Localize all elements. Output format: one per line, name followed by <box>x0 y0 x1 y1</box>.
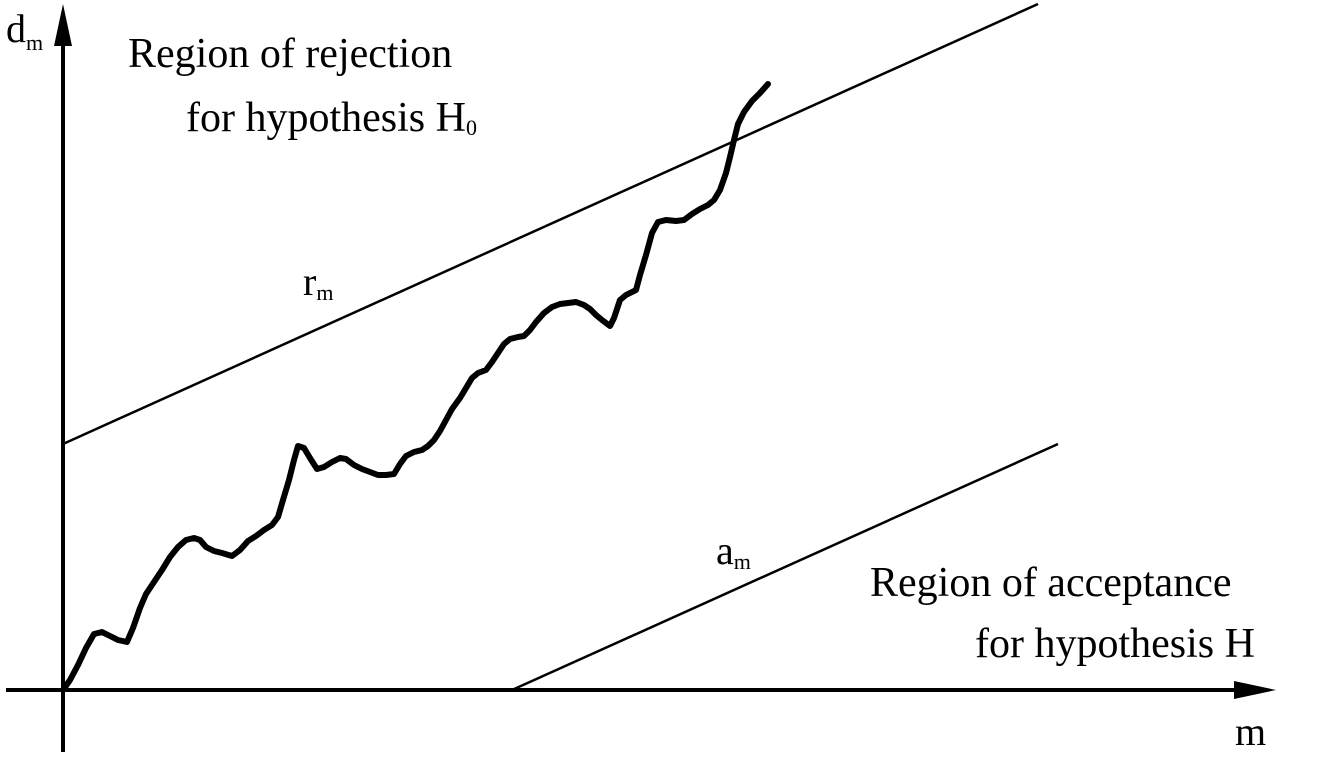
rejection-region-label-line2: for hypothesis H0 <box>186 95 477 141</box>
y-axis-label: dm <box>6 6 43 55</box>
y-axis-arrowhead <box>54 4 72 46</box>
rejection-boundary-line <box>62 2 1039 446</box>
x-axis-arrowhead <box>1234 681 1276 699</box>
x-axis-label: m <box>1235 709 1266 754</box>
acceptance-boundary-label: am <box>716 528 751 574</box>
rejection-boundary-label: rm <box>303 259 333 305</box>
rejection-region-label-line1: Region of rejection <box>128 31 452 77</box>
acceptance-region-label-line2: for hypothesis H <box>975 621 1255 667</box>
acceptance-boundary-line <box>511 442 1059 692</box>
test-statistic-path <box>60 81 771 693</box>
acceptance-region-label-line1: Region of acceptance <box>870 560 1231 606</box>
